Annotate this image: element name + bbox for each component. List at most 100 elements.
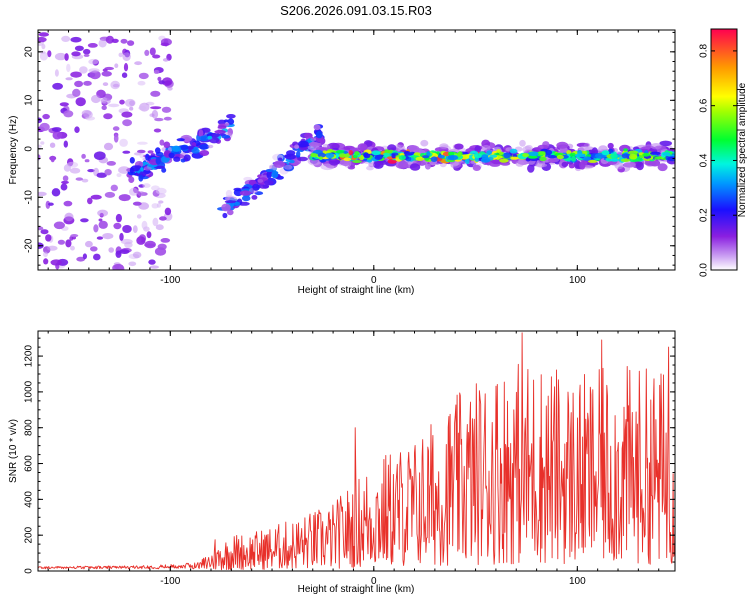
heatmap-cell bbox=[152, 54, 161, 59]
heatmap-cell bbox=[139, 153, 145, 159]
heatmap-cell bbox=[354, 151, 360, 156]
heatmap-cell bbox=[158, 80, 165, 85]
heatmap-cell bbox=[610, 158, 619, 162]
heatmap-cell bbox=[120, 38, 128, 44]
heatmap-cell bbox=[650, 143, 662, 150]
heatmap-cell bbox=[623, 148, 628, 152]
heatmap-cell bbox=[636, 161, 644, 171]
heatmap-cell bbox=[96, 236, 103, 240]
heatmap-cell bbox=[48, 202, 54, 206]
heatmap-cell bbox=[122, 225, 132, 233]
heatmap-cell bbox=[106, 161, 117, 166]
heatmap-cell bbox=[79, 66, 88, 74]
heatmap-cell bbox=[486, 150, 493, 156]
heatmap-cell bbox=[138, 72, 149, 80]
spectrogram-frame bbox=[37, 29, 676, 271]
heatmap-cell bbox=[63, 140, 68, 148]
heatmap-cell bbox=[480, 157, 491, 163]
heatmap-cell bbox=[155, 156, 161, 165]
heatmap-cell bbox=[41, 43, 46, 50]
heatmap-cell bbox=[527, 155, 538, 159]
heatmap-cell bbox=[248, 179, 257, 186]
heatmap-cell bbox=[151, 109, 159, 119]
heatmap-cell bbox=[60, 183, 68, 191]
heatmap-cell bbox=[40, 141, 45, 145]
heatmap-cell bbox=[137, 236, 142, 243]
heatmap-cell bbox=[74, 80, 84, 88]
heatmap-cell bbox=[74, 126, 80, 133]
heatmap-cell bbox=[654, 156, 662, 160]
heatmap-cell bbox=[71, 51, 81, 57]
heatmap-cell bbox=[42, 113, 50, 120]
heatmap-cell bbox=[148, 259, 156, 265]
heatmap-cell bbox=[90, 194, 102, 200]
heatmap-cell bbox=[128, 176, 135, 183]
heatmap-cell bbox=[207, 135, 213, 140]
snr-y-tick-label: 200 bbox=[24, 526, 35, 543]
heatmap-cell bbox=[515, 160, 525, 167]
heatmap-cell bbox=[123, 62, 129, 72]
heatmap-cell bbox=[224, 119, 229, 123]
snr-y-tick-label: 800 bbox=[24, 419, 35, 436]
heatmap-cell bbox=[579, 161, 586, 170]
heatmap-cell bbox=[87, 197, 93, 205]
heatmap-cell bbox=[263, 180, 274, 186]
heatmap-cell bbox=[201, 127, 211, 133]
heatmap-cell bbox=[561, 161, 569, 168]
heatmap-cell bbox=[472, 164, 481, 171]
heatmap-cell bbox=[51, 188, 61, 197]
heatmap-cell bbox=[88, 58, 99, 65]
heatmap-cell bbox=[620, 158, 631, 162]
heatmap-cell bbox=[49, 142, 56, 148]
heatmap-cell bbox=[102, 68, 108, 72]
heatmap-cell bbox=[38, 226, 44, 231]
heatmap-cell bbox=[610, 153, 618, 159]
heatmap-cell bbox=[262, 184, 270, 189]
spectrogram-x-tick-label: 100 bbox=[569, 275, 586, 286]
heatmap-cell bbox=[153, 128, 162, 133]
heatmap-cell bbox=[83, 80, 92, 86]
colorbar: 0.0 0.2 0.4 0.6 0.8 Normalized spectral ampl… bbox=[699, 28, 748, 277]
heatmap-cell bbox=[207, 144, 214, 149]
heatmap-cell bbox=[353, 154, 358, 159]
heatmap-cell bbox=[158, 200, 164, 204]
heatmap-cell bbox=[87, 43, 98, 48]
heatmap-cell bbox=[66, 161, 79, 168]
heatmap-cell bbox=[64, 212, 74, 222]
heatmap-cell bbox=[325, 152, 335, 159]
heatmap-cell bbox=[127, 40, 135, 46]
heatmap-cell bbox=[119, 232, 124, 241]
heatmap-cell bbox=[164, 80, 172, 86]
heatmap-cell bbox=[98, 39, 107, 48]
heatmap-cell bbox=[629, 153, 638, 160]
heatmap-cell bbox=[396, 144, 405, 151]
heatmap-cell bbox=[338, 153, 347, 158]
heatmap-cell bbox=[251, 195, 258, 200]
heatmap-cell bbox=[87, 169, 95, 173]
heatmap-cell bbox=[297, 140, 309, 148]
heatmap-cell bbox=[54, 52, 67, 61]
heatmap-cell bbox=[76, 256, 86, 262]
heatmap-cell bbox=[138, 174, 144, 182]
heatmap-cell bbox=[284, 164, 293, 170]
heatmap-cell bbox=[160, 238, 171, 243]
snr-y-axis-label: SNR (10 * v/v) bbox=[8, 419, 19, 483]
heatmap-cell bbox=[574, 160, 581, 169]
heatmap-cell bbox=[420, 139, 429, 147]
heatmap-cell bbox=[489, 154, 498, 158]
heatmap-cell bbox=[129, 106, 134, 111]
spectrogram-y-tick-label: -10 bbox=[24, 190, 35, 205]
heatmap-cell bbox=[227, 209, 234, 216]
heatmap-cell bbox=[69, 167, 81, 174]
heatmap-cell bbox=[146, 231, 152, 239]
heatmap-cell bbox=[161, 167, 167, 173]
heatmap-cell bbox=[289, 159, 295, 164]
heatmap-cell bbox=[149, 47, 156, 56]
heatmap-cell bbox=[162, 58, 169, 62]
heatmap-cell bbox=[85, 240, 93, 248]
heatmap-cell bbox=[52, 130, 63, 140]
heatmap-cell bbox=[310, 137, 317, 142]
